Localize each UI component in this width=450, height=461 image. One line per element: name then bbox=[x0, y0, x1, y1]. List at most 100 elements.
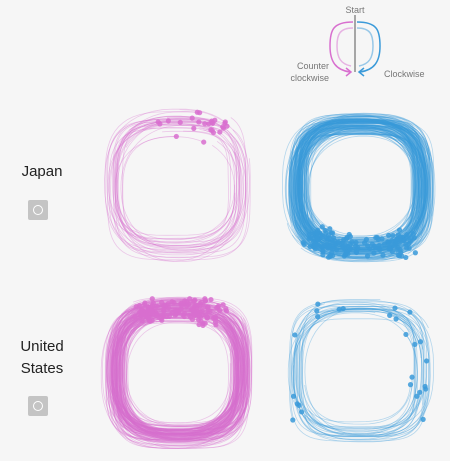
start-dot bbox=[393, 237, 399, 243]
stroke bbox=[115, 309, 233, 426]
stroke bbox=[114, 307, 238, 431]
stroke bbox=[294, 122, 425, 242]
stroke bbox=[297, 125, 424, 248]
legend-icon: Start Counter clockwise Clockwise bbox=[290, 5, 424, 83]
stroke bbox=[289, 114, 422, 258]
stroke bbox=[122, 130, 242, 248]
start-dot bbox=[210, 120, 216, 127]
stroke bbox=[298, 308, 415, 428]
stroke bbox=[302, 307, 422, 437]
start-dot bbox=[404, 235, 410, 241]
stroke bbox=[125, 307, 235, 432]
stroke bbox=[114, 120, 241, 256]
stroke bbox=[113, 316, 240, 437]
stroke bbox=[302, 129, 418, 255]
stroke bbox=[114, 124, 232, 236]
start-dot bbox=[224, 123, 230, 129]
stroke bbox=[116, 319, 237, 434]
start-dot bbox=[410, 231, 416, 237]
stroke bbox=[288, 301, 428, 438]
play-button[interactable] bbox=[28, 396, 48, 416]
stroke bbox=[290, 118, 427, 257]
ccw-arc bbox=[329, 21, 354, 73]
stroke bbox=[123, 316, 244, 434]
stroke bbox=[118, 305, 249, 435]
stroke bbox=[124, 306, 243, 434]
stroke bbox=[110, 301, 242, 435]
stroke bbox=[116, 314, 235, 437]
stroke bbox=[117, 313, 235, 438]
stroke bbox=[106, 303, 246, 444]
start-dot bbox=[407, 382, 414, 388]
stroke bbox=[299, 120, 420, 244]
start-dot bbox=[406, 245, 412, 251]
stroke bbox=[114, 303, 243, 443]
start-dot bbox=[318, 232, 324, 238]
start-dot bbox=[395, 232, 401, 238]
stroke bbox=[287, 309, 426, 435]
start-dot bbox=[314, 308, 320, 314]
stroke bbox=[106, 300, 244, 430]
start-dot bbox=[223, 305, 229, 312]
start-dot bbox=[414, 393, 420, 399]
stroke bbox=[111, 307, 241, 435]
stroke bbox=[116, 118, 244, 263]
start-dot bbox=[161, 302, 167, 308]
stroke bbox=[293, 127, 429, 251]
stroke bbox=[115, 303, 245, 447]
stroke bbox=[294, 126, 433, 251]
start-dot bbox=[396, 227, 403, 233]
start-dot bbox=[194, 302, 200, 308]
stroke bbox=[120, 313, 236, 435]
stroke bbox=[119, 300, 251, 436]
stroke bbox=[302, 124, 419, 251]
drawing-panel bbox=[100, 296, 253, 449]
play-button[interactable] bbox=[28, 200, 48, 220]
start-dot bbox=[336, 306, 342, 312]
stroke bbox=[115, 301, 238, 442]
stroke bbox=[294, 125, 431, 247]
stroke bbox=[114, 305, 248, 440]
stroke bbox=[111, 301, 251, 447]
stroke bbox=[301, 133, 420, 247]
stroke bbox=[105, 306, 250, 441]
stroke bbox=[119, 314, 240, 427]
start-dot bbox=[403, 254, 409, 261]
start-dot bbox=[381, 241, 387, 247]
stroke bbox=[112, 309, 244, 434]
stroke bbox=[104, 108, 250, 259]
stroke bbox=[115, 297, 253, 439]
start-dot bbox=[353, 249, 360, 256]
stroke bbox=[110, 127, 248, 252]
start-dot bbox=[307, 235, 313, 241]
stroke bbox=[298, 310, 435, 436]
stroke bbox=[290, 119, 435, 250]
stroke bbox=[108, 300, 235, 431]
stroke bbox=[301, 121, 427, 260]
start-dot bbox=[156, 314, 162, 321]
stroke bbox=[118, 117, 242, 248]
stroke bbox=[296, 113, 423, 252]
legend-ccw: clockwise bbox=[290, 73, 329, 83]
start-dot bbox=[290, 393, 297, 399]
stroke bbox=[117, 307, 245, 447]
stroke bbox=[115, 296, 238, 435]
stroke bbox=[298, 130, 426, 244]
stroke bbox=[124, 309, 242, 428]
stroke bbox=[289, 120, 424, 259]
stroke bbox=[297, 122, 427, 243]
stroke bbox=[301, 122, 425, 256]
stroke bbox=[297, 120, 426, 244]
stroke bbox=[300, 119, 422, 247]
start-dot bbox=[330, 235, 337, 241]
start-dot bbox=[173, 133, 179, 140]
stroke bbox=[290, 306, 425, 442]
start-dot bbox=[386, 232, 392, 238]
stroke bbox=[294, 308, 416, 423]
stroke bbox=[114, 312, 239, 427]
stroke bbox=[111, 305, 236, 443]
stroke bbox=[297, 123, 426, 257]
stroke bbox=[119, 311, 245, 434]
